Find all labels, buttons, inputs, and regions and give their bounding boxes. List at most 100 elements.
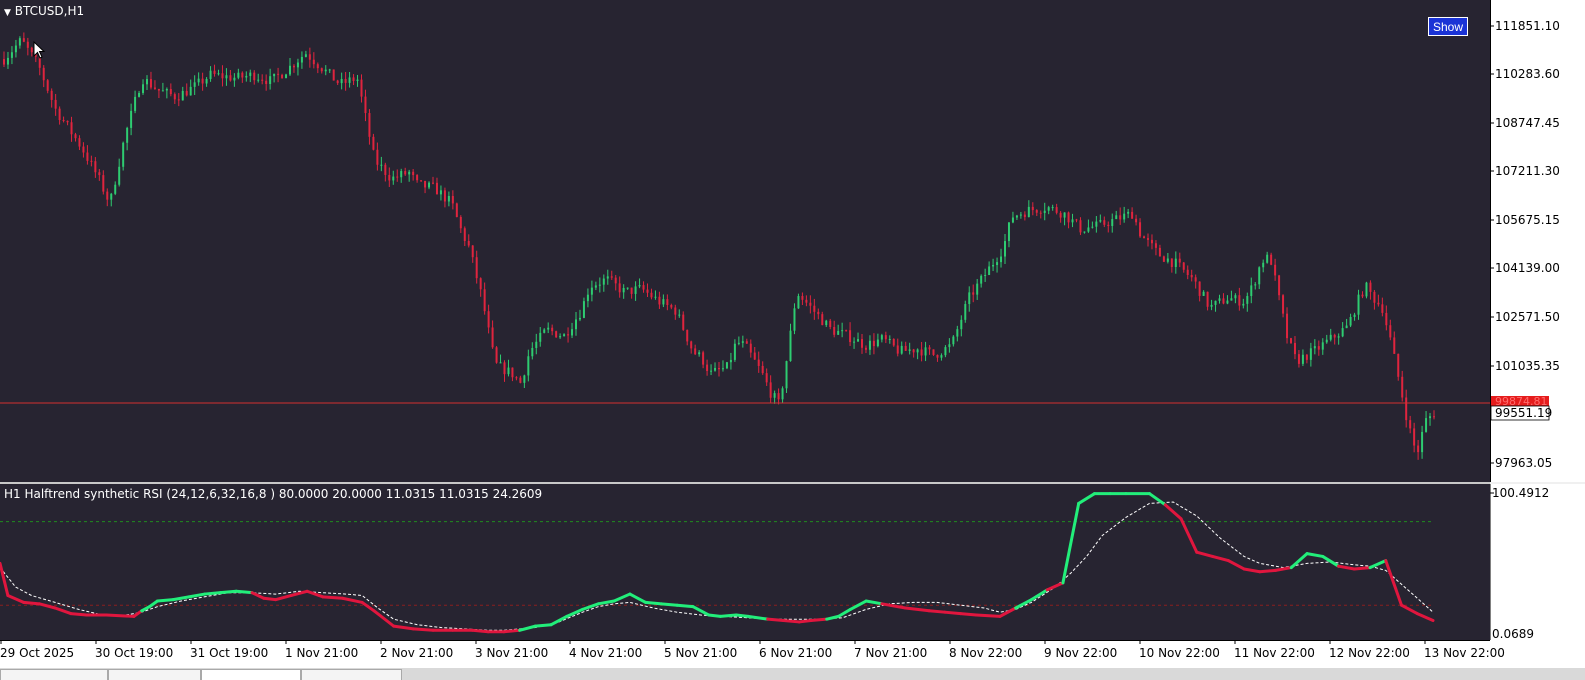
candle-body [1206, 291, 1209, 307]
candle-body [571, 329, 574, 336]
candle-body [185, 90, 188, 96]
candle-body [134, 96, 137, 111]
time-tick-label: 8 Nov 22:00 [949, 646, 1022, 660]
time-axis[interactable]: 29 Oct 2025 30 Oct 19:00 31 Oct 19:00 1 Nov… [0, 640, 1585, 668]
candle-body [285, 74, 288, 79]
rsi-line-segment [69, 612, 89, 617]
candle-body [269, 76, 272, 84]
candle-body [22, 38, 25, 42]
candle-body [622, 288, 625, 293]
candle-body [1242, 303, 1245, 306]
candle-body [686, 329, 689, 342]
candle-body [789, 330, 792, 362]
chart-tab-active[interactable] [201, 669, 301, 680]
candle-body [650, 292, 653, 298]
candle-body [300, 56, 303, 63]
indicator-scale[interactable]: 100.4912 0.0689 [1490, 484, 1585, 640]
chart-tab[interactable] [301, 669, 402, 680]
rsi-line-segment [321, 595, 345, 600]
candle-body [900, 345, 903, 354]
candle-body [308, 54, 311, 60]
candle-body [364, 96, 367, 114]
candle-body [1099, 220, 1102, 222]
candle-body [1059, 212, 1062, 218]
candle-body [737, 342, 740, 344]
rsi-line-segment [1179, 517, 1199, 554]
candle-body [320, 68, 323, 72]
candle-body [1004, 241, 1006, 257]
candle-body [1111, 219, 1114, 226]
price-scale[interactable]: 111851.10 110283.60 108747.45 107211.30 1056… [1490, 0, 1585, 482]
rsi-line-segment [848, 599, 868, 611]
candle-body [384, 164, 387, 175]
candle-body [146, 79, 148, 85]
time-tick-label: 6 Nov 21:00 [759, 646, 832, 660]
candle-body [710, 370, 713, 372]
candle-body [90, 160, 93, 162]
rsi-line-segment [289, 589, 309, 597]
rsi-line-segment [644, 600, 663, 606]
candle-body [714, 367, 717, 371]
rsi-line-segment [1045, 581, 1065, 592]
candle-body [328, 69, 331, 71]
chart-tab[interactable] [108, 669, 201, 680]
candle-body [575, 319, 577, 330]
candle-body [265, 80, 268, 84]
candle-body [344, 78, 347, 83]
candle-body [1115, 215, 1118, 220]
candle-body [42, 67, 45, 81]
rsi-line-segment [1321, 554, 1341, 568]
candle-body [424, 180, 427, 188]
candle-body [578, 317, 581, 320]
candle-body [968, 292, 971, 305]
candlestick-chart[interactable] [0, 0, 1490, 482]
chart-tab[interactable] [0, 669, 108, 680]
candle-body [555, 331, 558, 338]
candle-body [110, 193, 113, 200]
candle-body [193, 82, 196, 87]
candle-body [1250, 285, 1253, 297]
rsi-line-segment [148, 599, 159, 609]
candle-body [348, 77, 351, 83]
pane-separator[interactable] [0, 482, 1490, 484]
candle-body [1107, 224, 1110, 226]
candle-body [1063, 212, 1066, 218]
candle-body [479, 278, 482, 290]
candle-body [149, 79, 152, 88]
indicator-pane[interactable]: H1 Halftrend synthetic RSI (24,12,6,32,1… [0, 484, 1490, 640]
price-chart-pane[interactable]: ▼ BTCUSD,H1 Show [0, 0, 1490, 482]
candle-body [153, 87, 156, 89]
candle-body [336, 80, 339, 84]
candle-body [872, 340, 875, 347]
candle-body [1031, 206, 1034, 211]
collapse-triangle-icon[interactable]: ▼ [4, 8, 11, 18]
candle-body [368, 113, 371, 137]
rsi-indicator-chart[interactable] [0, 484, 1490, 640]
candle-body [829, 320, 832, 328]
candle-body [289, 65, 291, 75]
candle-body [392, 176, 395, 181]
candle-body [1433, 416, 1435, 418]
candle-body [888, 338, 891, 340]
candle-body [638, 285, 641, 287]
candle-body [1158, 247, 1161, 257]
candle-body [82, 146, 85, 153]
candle-body [598, 284, 601, 286]
time-tick-label: 10 Nov 22:00 [1139, 646, 1220, 660]
candle-body [98, 172, 101, 176]
rsi-line-segment [132, 609, 144, 618]
candle-body [312, 59, 315, 65]
candle-body [980, 275, 983, 284]
candle-body [602, 278, 605, 285]
rsi-line-segment [155, 598, 175, 603]
candle-body [1266, 254, 1269, 263]
rsi-line-segment [411, 627, 435, 632]
rsi-line-segment [691, 605, 711, 617]
candle-body [1301, 354, 1304, 364]
show-button[interactable]: Show [1428, 17, 1468, 36]
candle-body [416, 175, 419, 181]
candle-body [253, 72, 256, 81]
candle-body [507, 367, 510, 375]
rsi-line-segment [927, 609, 947, 614]
candle-body [1147, 238, 1149, 240]
